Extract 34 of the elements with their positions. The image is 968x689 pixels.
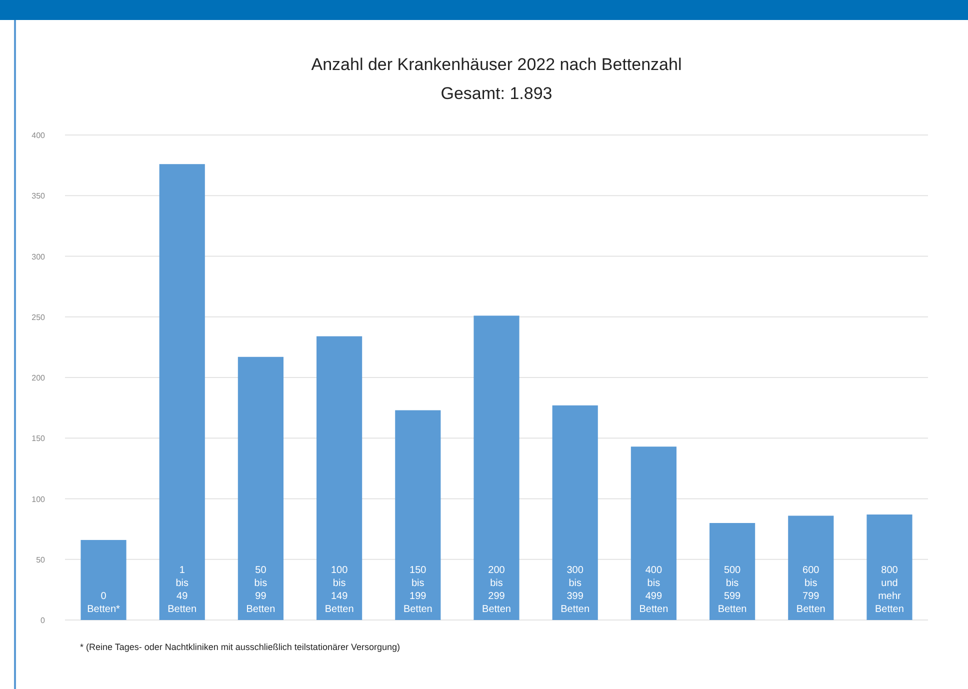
y-tick-label: 0 (40, 616, 46, 625)
x-tick-label: 50 bis 99 Betten (246, 565, 276, 615)
x-tick-label: 0 Betten* (87, 591, 120, 615)
y-tick-label: 350 (32, 192, 46, 201)
text: * (Reine Tages- oder Nachtkliniken mit ausschließlich teilstationärer Versorgung) (80, 642, 400, 652)
bar (238, 356, 284, 620)
y-tick-label: 400 (32, 131, 46, 140)
x-tick-label: 800 und mehr Betten (875, 565, 904, 615)
bar (395, 410, 441, 620)
bar (159, 164, 205, 620)
y-tick-label: 150 (32, 434, 46, 444)
bar (474, 316, 520, 620)
chart-subtitle: Gesamt: 1.893 (440, 84, 552, 103)
bar (788, 516, 834, 620)
x-tick-label: 400 bis 499 Betten (639, 565, 668, 615)
y-tick-label: 200 (32, 374, 46, 382)
x-tick-label: 600 bis 799 Betten (796, 565, 826, 615)
bar (630, 446, 676, 620)
x-tick-label: 500 bis 599 Betten (718, 565, 747, 615)
y-tick-label: 250 (32, 312, 46, 322)
x-tick-label: 1 bis 49 Betten (168, 565, 197, 615)
x-tick-label: 100 bis 149 Betten (324, 565, 354, 615)
chart-title: Anzahl der Krankenhäuser 2022 nach Bettenzahl (311, 55, 682, 74)
y-tick-label: 100 (32, 494, 46, 504)
x-tick-label: 200 bis 299 Betten (482, 565, 511, 615)
x-tick-label: 300 bis 399 Betten (560, 565, 590, 615)
y-tick-label: 300 (32, 252, 46, 262)
y-tick-label: 50 (36, 555, 46, 564)
bar (80, 540, 126, 620)
bar (866, 514, 912, 620)
bar (552, 405, 598, 620)
bar (316, 336, 362, 620)
bar (710, 523, 756, 620)
x-tick-label: 150 bis 199 Betten (403, 565, 432, 615)
